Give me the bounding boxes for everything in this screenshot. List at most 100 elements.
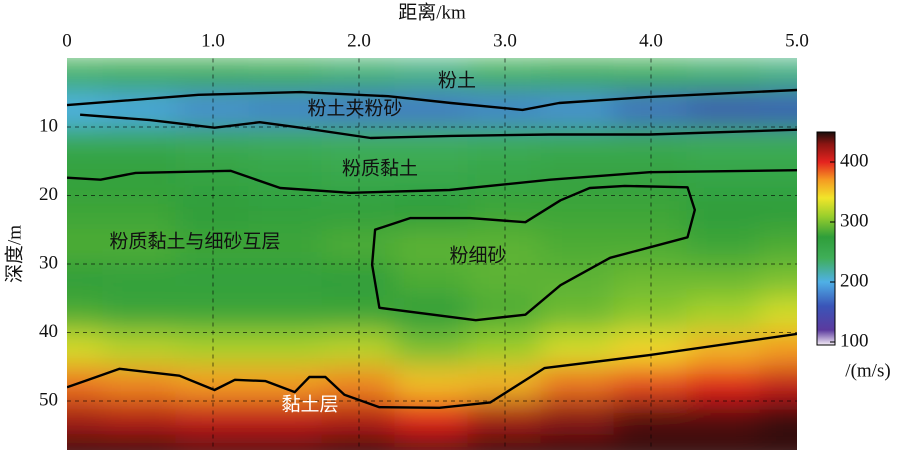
velocity-cell <box>540 58 616 94</box>
velocity-cell <box>102 263 178 300</box>
x-tick-label: 1.0 <box>201 30 225 51</box>
layer-boundary <box>370 184 696 322</box>
colorbar-tick-label: 300 <box>840 210 869 231</box>
colorbar-tick-label: 200 <box>840 270 869 291</box>
layer-label: 粉质黏土 <box>342 157 418 179</box>
velocity-cell <box>686 160 762 197</box>
velocity-cell <box>686 91 762 128</box>
velocity-cell <box>394 228 470 265</box>
velocity-cell <box>248 297 324 334</box>
velocity-cell <box>102 400 178 437</box>
colorbar-label: /(m/s) <box>845 360 890 381</box>
layer-label: 粉细砂 <box>449 244 506 266</box>
velocity-cell <box>686 331 762 368</box>
velocity-cell <box>67 126 105 163</box>
velocity-cell <box>67 263 105 300</box>
velocity-cell <box>759 126 797 163</box>
velocity-cell <box>67 297 105 334</box>
velocity-field <box>67 58 797 450</box>
y-axis-title: 深度/m <box>3 225 25 283</box>
velocity-cell <box>540 331 616 368</box>
velocity-cell <box>759 400 797 437</box>
velocity-cell <box>67 91 105 128</box>
velocity-cell <box>321 434 397 450</box>
layer-label: 粉质黏土与细砂互层 <box>109 230 280 252</box>
velocity-cell <box>759 228 797 265</box>
velocity-cell <box>248 228 324 265</box>
velocity-cell <box>686 194 762 231</box>
velocity-cell <box>102 434 178 450</box>
colorbar <box>816 131 836 346</box>
x-tick-label: 2.0 <box>347 30 371 51</box>
velocity-cell <box>686 58 762 94</box>
velocity-cell <box>686 400 762 437</box>
velocity-cell <box>102 160 178 197</box>
velocity-cell <box>540 228 616 265</box>
y-tick-label: 10 <box>39 115 58 136</box>
velocity-cell <box>686 263 762 300</box>
velocity-cell <box>540 400 616 437</box>
velocity-cell <box>540 126 616 163</box>
velocity-cell <box>759 58 797 94</box>
velocity-cell <box>540 297 616 334</box>
x-tick-label: 3.0 <box>493 30 517 51</box>
velocity-cell <box>759 365 797 402</box>
velocity-cell <box>248 194 324 231</box>
velocity-cell <box>394 331 470 368</box>
velocity-cell <box>613 434 689 450</box>
velocity-cell <box>759 91 797 128</box>
velocity-cell <box>394 434 470 450</box>
layer-label: 黏土层 <box>281 393 338 415</box>
velocity-cell <box>175 434 251 450</box>
y-tick-label: 40 <box>39 321 58 342</box>
velocity-cell <box>248 365 324 402</box>
colorbar-tick-label: 400 <box>840 150 869 171</box>
colorbar-tick-label: 100 <box>840 330 869 351</box>
velocity-cell <box>686 228 762 265</box>
y-tick-label: 20 <box>39 184 58 205</box>
y-tick-label: 50 <box>39 389 58 410</box>
velocity-cell <box>102 126 178 163</box>
velocity-cell <box>248 126 324 163</box>
layer-boundary <box>80 113 797 140</box>
layer-label: 粉土夹粉砂 <box>307 97 402 119</box>
velocity-cell <box>67 331 105 368</box>
velocity-cell <box>540 434 616 450</box>
velocity-cell <box>67 194 105 231</box>
velocity-cell <box>394 194 470 231</box>
layer-boundary <box>67 88 797 112</box>
layer-label: 粉土 <box>438 69 476 91</box>
velocity-cell <box>248 263 324 300</box>
velocity-cell <box>759 434 797 450</box>
velocity-cell <box>759 160 797 197</box>
velocity-cell <box>394 263 470 300</box>
velocity-cell <box>394 365 470 402</box>
x-tick-label: 4.0 <box>639 30 663 51</box>
layer-boundary <box>67 332 797 409</box>
velocity-cell <box>540 365 616 402</box>
velocity-cell <box>759 194 797 231</box>
velocity-cell <box>67 228 105 265</box>
velocity-cell <box>102 297 178 334</box>
layer-boundary <box>67 169 797 194</box>
velocity-cell <box>759 263 797 300</box>
velocity-cell <box>248 400 324 437</box>
x-axis-title: 距离/km <box>398 1 466 23</box>
velocity-cell <box>759 297 797 334</box>
velocity-cell <box>540 194 616 231</box>
velocity-cell <box>394 58 470 94</box>
velocity-cell <box>248 434 324 450</box>
velocity-cell <box>67 434 105 450</box>
velocity-cell <box>248 331 324 368</box>
velocity-cell <box>102 228 178 265</box>
velocity-cell <box>102 58 178 94</box>
x-tick-label: 0 <box>62 30 72 51</box>
velocity-cell <box>686 365 762 402</box>
velocity-cell <box>67 58 105 94</box>
velocity-cell <box>67 400 105 437</box>
velocity-cell <box>102 194 178 231</box>
velocity-cell <box>394 126 470 163</box>
x-tick-label: 5.0 <box>785 30 809 51</box>
